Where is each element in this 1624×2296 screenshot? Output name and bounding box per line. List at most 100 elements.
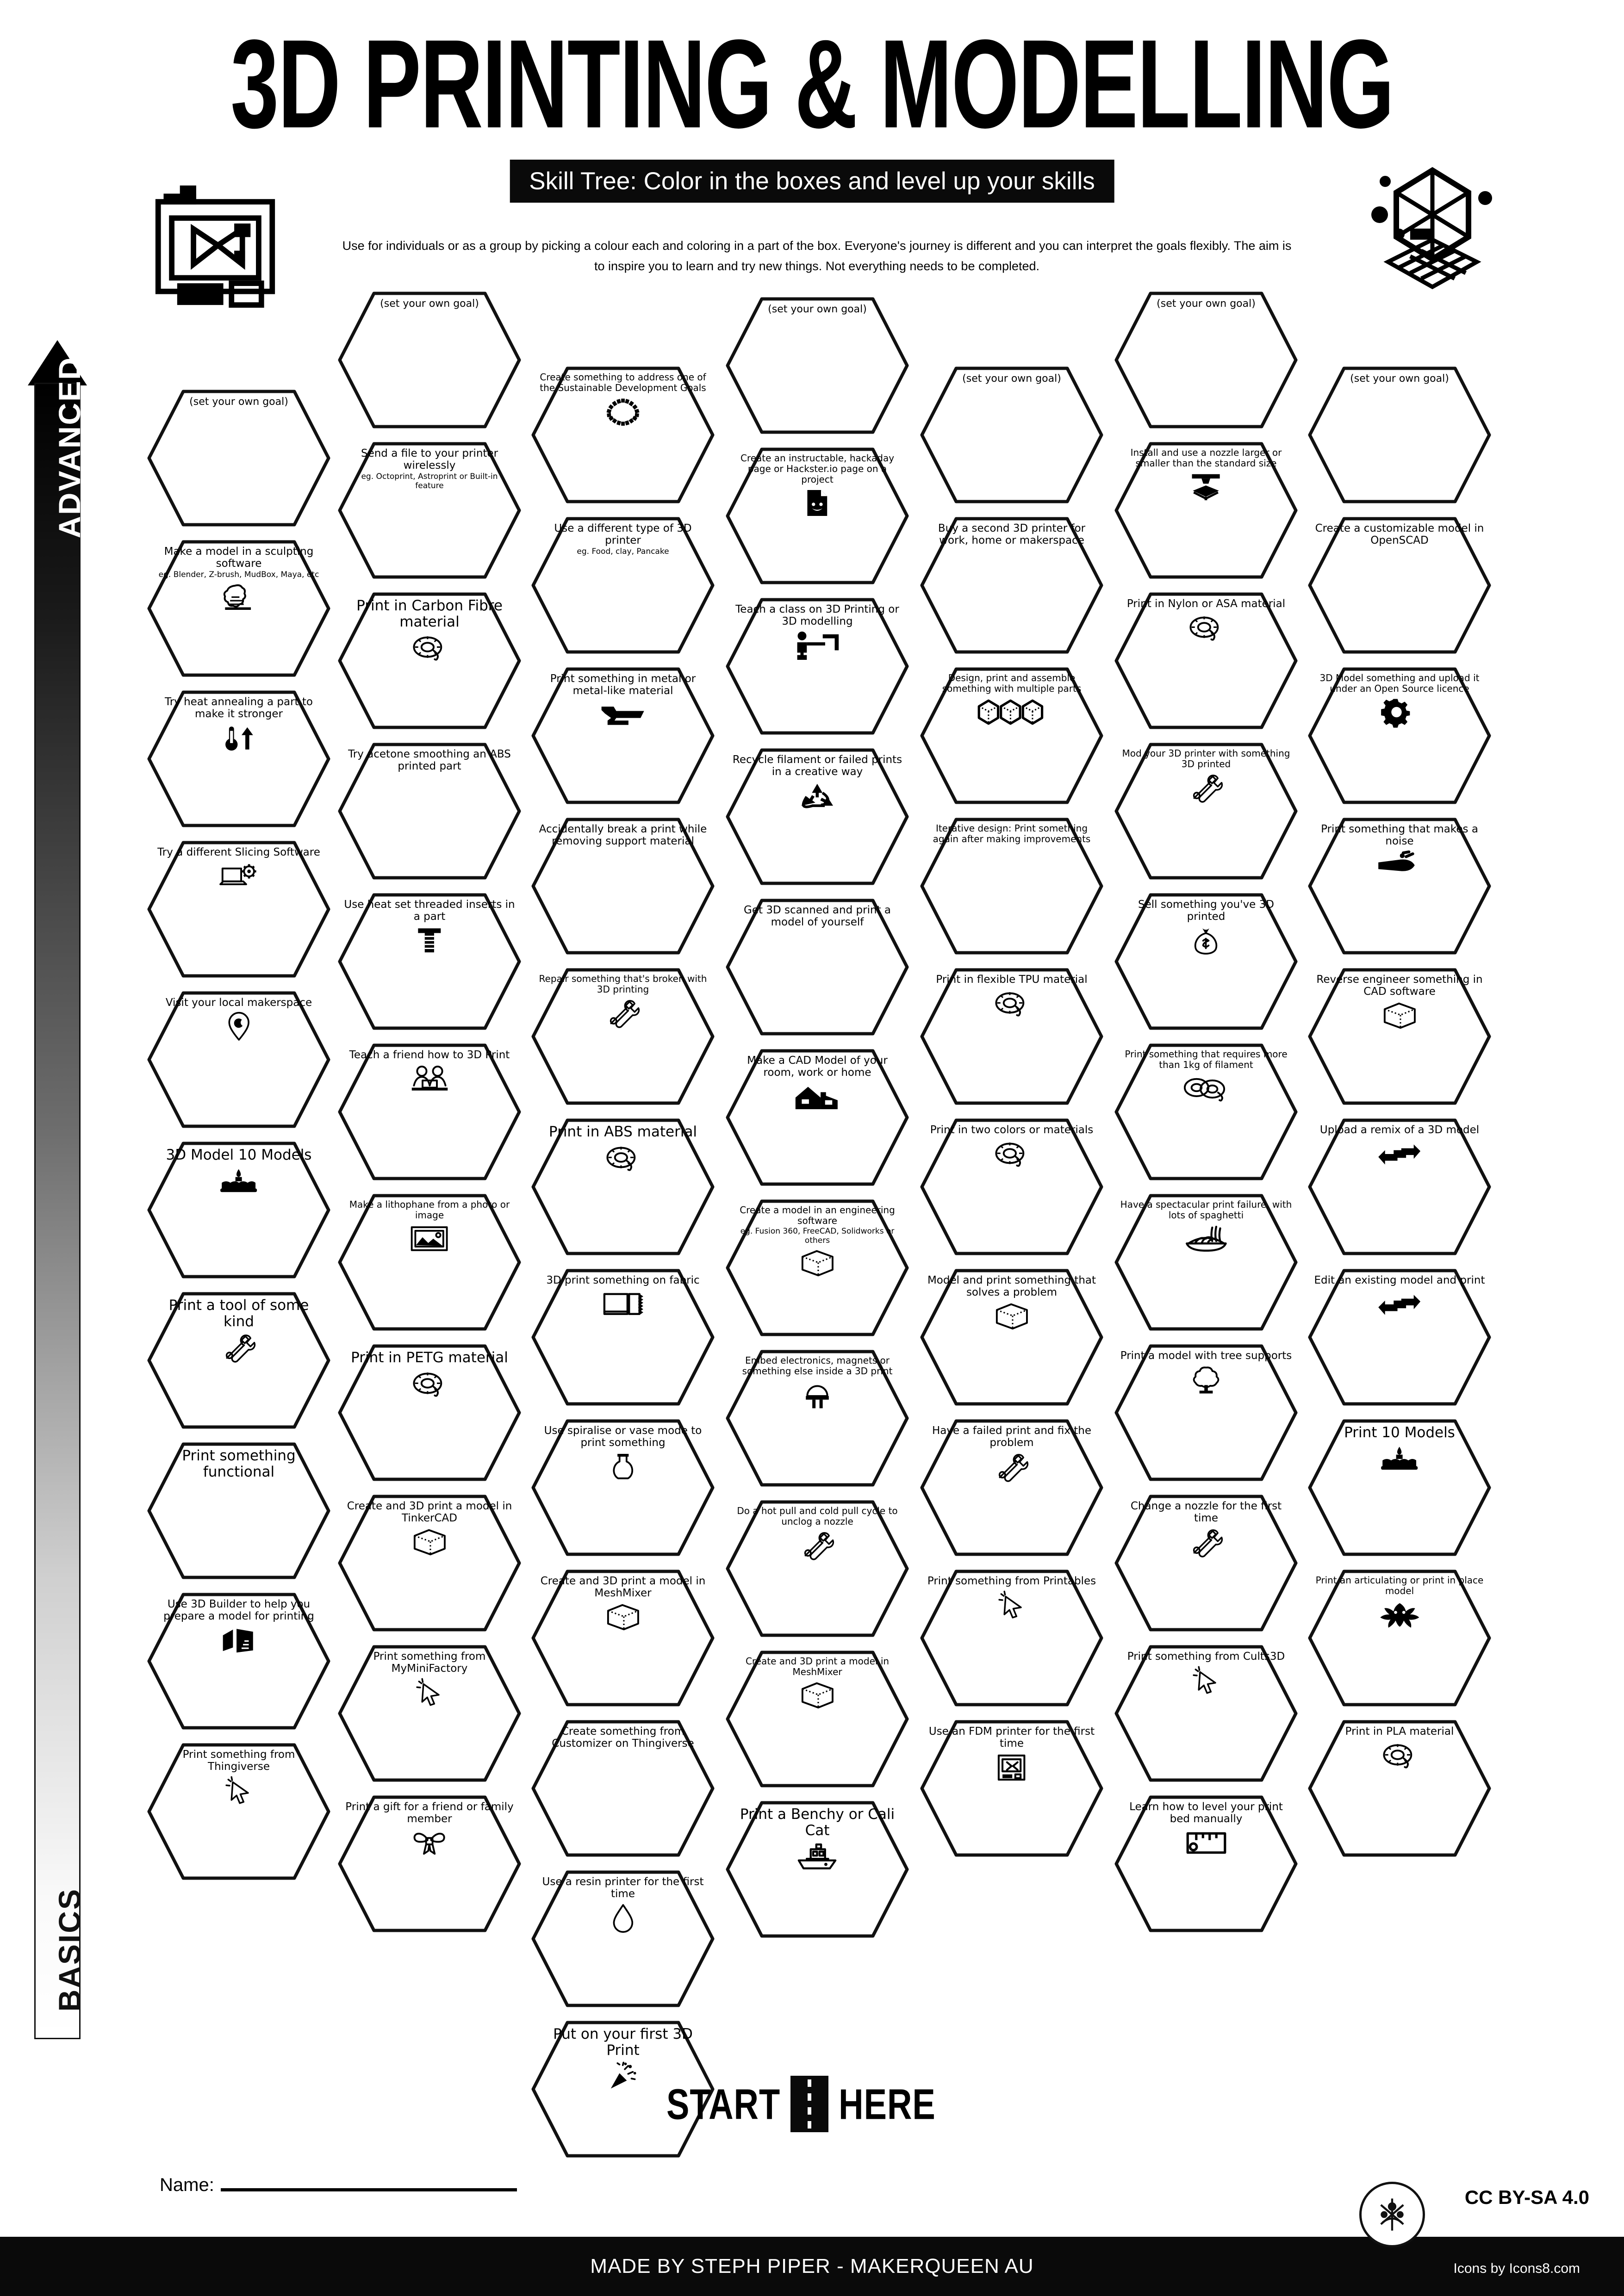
hex-cell-skill[interactable]: Print a Benchy or Cali Cat — [726, 1800, 909, 1939]
hex-cell-set-your-own-goal[interactable]: (set your own goal) — [1308, 366, 1491, 504]
hex-cell-skill[interactable]: Print in two colors or materials — [920, 1117, 1103, 1256]
hex-cell-skill[interactable]: Edit an existing model and print — [1308, 1268, 1491, 1407]
hex-cell-skill[interactable]: Try heat annealing a part to make it str… — [147, 689, 330, 828]
hex-cell-skill[interactable]: Print in Nylon or ASA material — [1114, 591, 1298, 730]
hex-cell-skill[interactable]: Use spiralise or vase mode to print some… — [531, 1418, 715, 1557]
hex-cell-skill[interactable]: Create something from Customizer on Thin… — [531, 1719, 715, 1858]
road-icon — [790, 2076, 829, 2132]
hex-cell-skill[interactable]: Print an articulating or print in place … — [1308, 1569, 1491, 1707]
hex-cell-set-your-own-goal[interactable]: (set your own goal) — [920, 366, 1103, 504]
hex-title: Print a model with tree supports — [1120, 1350, 1292, 1362]
hex-cell-skill[interactable]: Have a failed print and fix the problem — [920, 1418, 1103, 1557]
hex-cell-skill[interactable]: Print in PETG material — [338, 1343, 521, 1482]
hex-cell-skill[interactable]: Use a resin printer for the first time — [531, 1869, 715, 2008]
hex-cell-skill[interactable]: Do a hot pull and cold pull cycle to unc… — [726, 1499, 909, 1638]
hex-cell-skill[interactable]: Reverse engineer something in CAD softwa… — [1308, 967, 1491, 1106]
gift-bow-icon — [410, 1828, 449, 1858]
hex-cell-skill[interactable]: Print something that makes a noise — [1308, 817, 1491, 956]
hex-cell-skill[interactable]: Create an instructable, hackaday page or… — [726, 447, 909, 585]
hex-cell-skill[interactable]: Learn how to level your print bed manual… — [1114, 1794, 1298, 1933]
hex-cell-skill[interactable]: Print something from MyMiniFactory — [338, 1644, 521, 1783]
two-people-laptop-icon — [408, 1064, 451, 1094]
axis-arrow-up — [28, 340, 87, 385]
document-icon — [805, 488, 829, 518]
hex-title: Make a CAD Model of your room, work or h… — [747, 1055, 888, 1079]
hex-cell-skill[interactable]: Use a different type of 3D printer eg. Fo… — [531, 516, 715, 655]
hex-cell-skill[interactable]: Visit your local makerspace — [147, 990, 330, 1129]
hex-cell-skill[interactable]: Print something that requires more than … — [1114, 1043, 1298, 1181]
hex-cell-skill[interactable]: Print something from Printables — [920, 1569, 1103, 1707]
two-spools-icon — [1183, 1073, 1230, 1104]
hex-title: 3D Model 10 Models — [166, 1147, 312, 1163]
hex-cell-skill[interactable]: Mod your 3D printer with something 3D pr… — [1114, 742, 1298, 881]
subtitle-banner: Skill Tree: Color in the boxes and level… — [510, 160, 1114, 203]
hex-title: Buy a second 3D printer for work, home o… — [938, 522, 1086, 547]
horn-icon — [1375, 850, 1423, 881]
hex-cell-skill[interactable]: Make a model in a sculpting software eg. … — [147, 539, 330, 678]
hex-cell-set-your-own-goal[interactable]: (set your own goal) — [338, 291, 521, 429]
hex-cell-skill[interactable]: Recycle filament or failed prints in a c… — [726, 747, 909, 886]
hex-cell-skill[interactable]: Print something functional — [147, 1441, 330, 1580]
hex-cell-skill[interactable]: Create and 3D print a model in TinkerCAD — [338, 1494, 521, 1632]
hex-cell-skill[interactable]: Try acetone smoothing an ABS printed par… — [338, 742, 521, 881]
hex-cell-skill[interactable]: Create something to address one of the S… — [531, 366, 715, 504]
hex-cell-skill[interactable]: Put on your first 3D Print — [531, 2020, 715, 2159]
hex-cell-skill[interactable]: Have a spectacular print failure, with l… — [1114, 1193, 1298, 1332]
hex-title: Print 10 Models — [1344, 1424, 1455, 1441]
hex-cell-skill[interactable]: Print in PLA material — [1308, 1719, 1491, 1858]
name-input-line[interactable] — [220, 2188, 517, 2191]
hex-cell-skill[interactable]: Iterative design: Print something again … — [920, 817, 1103, 956]
hex-cell-skill[interactable]: Print a tool of some kind — [147, 1291, 330, 1430]
hex-title: Design, print and assemble something wit… — [942, 672, 1082, 694]
hex-cell-skill[interactable]: Print in Carbon Fibre material — [338, 591, 521, 730]
hex-cell-skill[interactable]: Print something in metal or metal-like m… — [531, 666, 715, 805]
hex-cell-skill[interactable]: Print a model with tree supports — [1114, 1343, 1298, 1482]
hex-cell-skill[interactable]: Create a customizable model in OpenSCAD — [1308, 516, 1491, 655]
hex-cell-skill[interactable]: Use heat set threaded inserts in a part — [338, 892, 521, 1031]
hex-cell-skill[interactable]: Use 3D Builder to help you prepare a mod… — [147, 1592, 330, 1731]
tools-icon — [1190, 1527, 1223, 1558]
hex-cell-skill[interactable]: Design, print and assemble something wit… — [920, 666, 1103, 805]
vase-icon — [609, 1452, 637, 1482]
hex-cell-skill[interactable]: Embed electronics, magnets or something … — [726, 1349, 909, 1488]
name-field[interactable]: Name: — [160, 2175, 517, 2196]
hex-cell-skill[interactable]: Send a file to your printer wirelessly eg… — [338, 441, 521, 580]
hex-cell-skill[interactable]: Model and print something that solves a … — [920, 1268, 1103, 1407]
hex-cell-skill[interactable]: Accidentally break a print while removin… — [531, 817, 715, 956]
hex-cell-skill[interactable]: Create a model in an engineering softwar… — [726, 1198, 909, 1337]
hex-cell-skill[interactable]: 3D Model 10 Models — [147, 1141, 330, 1279]
hex-cell-skill[interactable]: Change a nozzle for the first time — [1114, 1494, 1298, 1632]
hex-cell-skill[interactable]: Upload a remix of a 3D model — [1308, 1117, 1491, 1256]
hex-cell-skill[interactable]: Print something from Thingiverse — [147, 1742, 330, 1881]
hex-cell-skill[interactable]: Make a lithophane from a photo or image — [338, 1193, 521, 1332]
hex-cell-skill[interactable]: Print 10 Models — [1308, 1418, 1491, 1557]
hex-cell-set-your-own-goal[interactable]: (set your own goal) — [726, 296, 909, 435]
hex-cell-skill[interactable]: Make a CAD Model of your room, work or h… — [726, 1048, 909, 1187]
hex-cell-skill[interactable]: Teach a class on 3D Printing or 3D model… — [726, 597, 909, 736]
hex-cell-set-your-own-goal[interactable]: (set your own goal) — [1114, 291, 1298, 429]
hex-cell-skill[interactable]: Install and use a nozzle larger or small… — [1114, 441, 1298, 580]
hex-cell-set-your-own-goal[interactable]: (set your own goal) — [147, 389, 330, 527]
hex-cell-skill[interactable]: Print a gift for a friend or family memb… — [338, 1794, 521, 1933]
hex-cell-skill[interactable]: Create and 3D print a model in MeshMixer — [726, 1650, 909, 1788]
hex-cell-skill[interactable]: 3D print something on fabric — [531, 1268, 715, 1407]
hex-cell-skill[interactable]: Sell something you've 3D printed — [1114, 892, 1298, 1031]
hex-cell-skill[interactable]: Print in flexible TPU material — [920, 967, 1103, 1106]
cursor-click-icon — [1192, 1665, 1220, 1696]
hex-cell-skill[interactable]: Print in ABS material — [531, 1117, 715, 1256]
hex-cell-skill[interactable]: Buy a second 3D printer for work, home o… — [920, 516, 1103, 655]
hex-goal-placeholder: (set your own goal) — [768, 304, 867, 315]
hex-cell-skill[interactable]: 3D Model something and upload it under a… — [1308, 666, 1491, 805]
hex-title: Create and 3D print a model in MeshMixer — [540, 1575, 706, 1600]
hex-title: Print in ABS material — [548, 1123, 697, 1140]
hex-cell-skill[interactable]: Try a different Slicing Software — [147, 840, 330, 979]
hex-cell-skill[interactable]: Repair something that's broken with 3D p… — [531, 967, 715, 1106]
hex-title: Use a different type of 3D printer — [554, 522, 692, 547]
hex-cell-skill[interactable]: Get 3D scanned and print a model of your… — [726, 898, 909, 1036]
hex-cell-skill[interactable]: Use an FDM printer for the first time — [920, 1719, 1103, 1858]
hex-cell-skill[interactable]: Teach a friend how to 3D Print — [338, 1043, 521, 1181]
hex-cell-skill[interactable]: Print something from Cults3D — [1114, 1644, 1298, 1783]
hex-goal-placeholder: (set your own goal) — [189, 396, 288, 408]
hex-cell-skill[interactable]: Create and 3D print a model in MeshMixer — [531, 1569, 715, 1707]
